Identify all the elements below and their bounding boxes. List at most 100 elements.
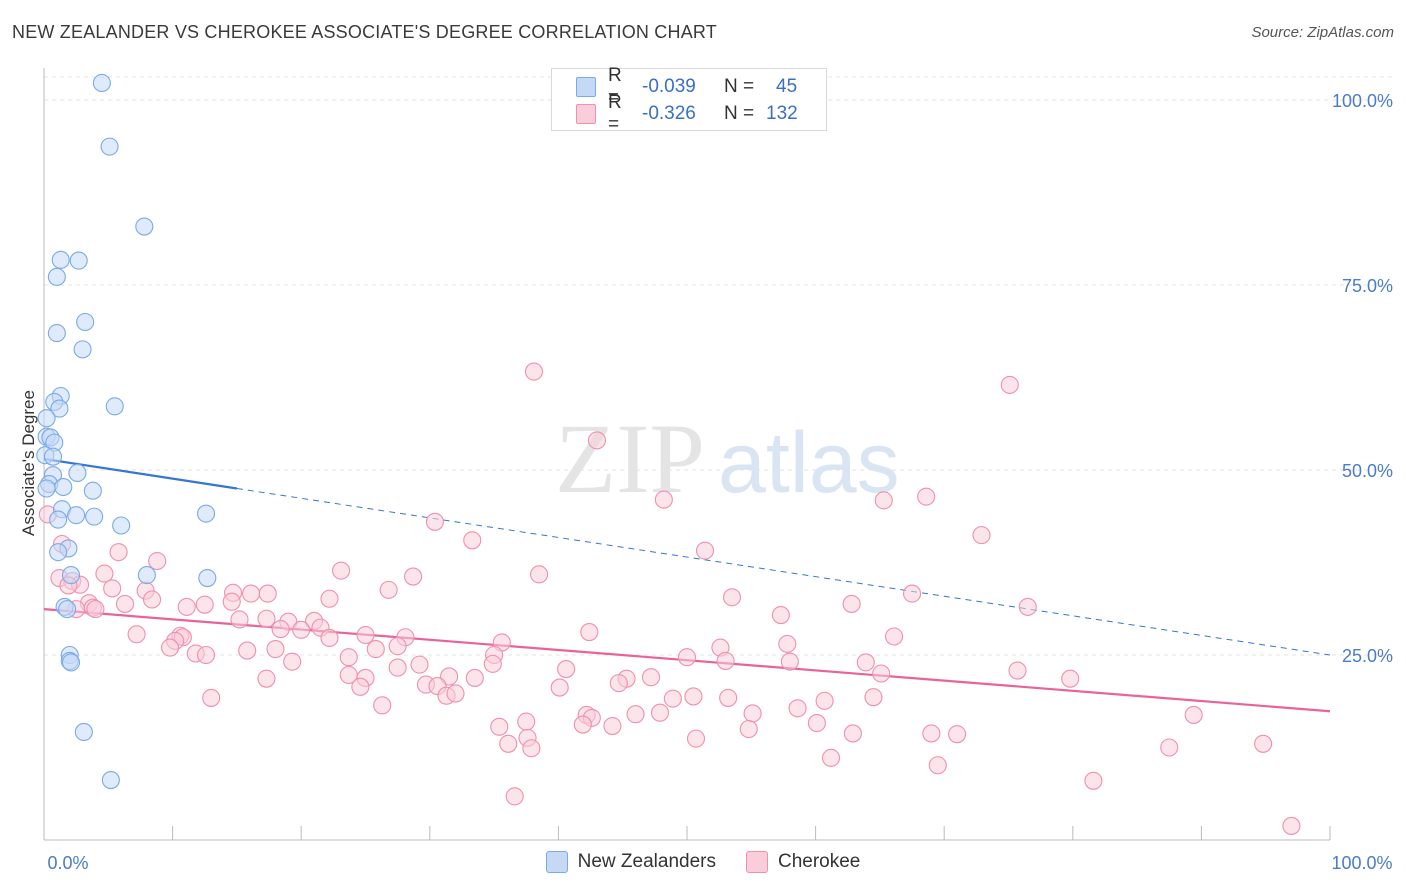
- data-point: [366, 640, 385, 659]
- data-point: [778, 634, 797, 653]
- data-point: [47, 324, 66, 343]
- data-point: [68, 463, 87, 483]
- data-points: [36, 73, 1301, 835]
- data-point: [49, 543, 68, 562]
- data-point: [373, 696, 392, 715]
- data-point: [505, 787, 524, 806]
- data-point: [1008, 661, 1027, 680]
- legend-row-new-zealanders: R = -0.039 N = 45: [576, 65, 798, 108]
- data-point: [874, 491, 893, 510]
- data-point: [522, 739, 541, 758]
- data-point: [388, 637, 407, 656]
- data-point: [499, 734, 518, 753]
- data-point: [115, 594, 135, 613]
- data-point: [47, 267, 66, 286]
- legend-swatch-new-zealanders: [576, 77, 596, 97]
- data-point: [1254, 734, 1273, 753]
- data-point: [843, 724, 862, 743]
- data-point: [160, 638, 180, 657]
- series-legend: New Zealanders Cherokee: [0, 851, 1406, 873]
- data-point: [719, 688, 738, 707]
- y-tick-label: 75.0%: [1342, 276, 1393, 296]
- data-point: [49, 510, 68, 529]
- data-point: [928, 756, 947, 775]
- data-point: [626, 705, 645, 724]
- legend-item-cherokee: Cherokee: [745, 851, 860, 873]
- data-point: [609, 674, 628, 693]
- data-point: [654, 490, 673, 509]
- data-point: [74, 722, 93, 742]
- data-point: [73, 340, 92, 359]
- data-point: [1282, 816, 1301, 835]
- n-value: 45: [776, 76, 798, 97]
- data-point: [650, 703, 670, 722]
- data-point: [856, 653, 875, 672]
- data-point: [356, 625, 375, 645]
- data-point: [686, 729, 706, 748]
- data-point: [490, 717, 509, 736]
- watermark: ZIP atlas: [555, 403, 900, 514]
- data-point: [320, 628, 339, 648]
- data-point: [530, 565, 549, 584]
- data-point: [557, 660, 576, 679]
- legend-swatch: [745, 851, 768, 873]
- legend-row-cherokee: R = -0.326 N = 132: [576, 92, 798, 135]
- y-tick-label: 100.0%: [1332, 91, 1393, 111]
- data-point: [1061, 669, 1080, 688]
- data-point: [603, 716, 622, 736]
- data-point: [339, 648, 358, 667]
- data-point: [257, 609, 276, 628]
- trend-line: [43, 457, 238, 490]
- data-point: [388, 658, 407, 677]
- r-value: -0.039: [642, 76, 696, 97]
- data-point: [61, 653, 81, 672]
- chart-source: Source: ZipAtlas.com: [1251, 24, 1394, 41]
- data-point: [1184, 705, 1203, 724]
- tick-labels: 100.0% 75.0% 50.0% 25.0% 0.0% 100.0%: [47, 91, 1393, 873]
- n-label: N =: [724, 103, 755, 124]
- data-point: [821, 748, 841, 767]
- data-point: [195, 595, 214, 614]
- n-label: N =: [724, 76, 755, 97]
- data-point: [127, 625, 146, 644]
- legend-label: New Zealanders: [577, 851, 716, 872]
- data-point: [196, 504, 216, 523]
- data-point: [320, 589, 339, 608]
- data-point: [332, 561, 351, 580]
- data-point: [463, 531, 482, 550]
- data-point: [54, 477, 73, 497]
- data-point: [842, 594, 861, 613]
- data-point: [257, 669, 276, 688]
- data-point: [148, 551, 167, 571]
- data-point: [677, 648, 697, 667]
- data-point: [404, 567, 423, 586]
- data-point: [37, 479, 56, 498]
- y-tick-label: 25.0%: [1342, 646, 1393, 666]
- data-point: [292, 620, 311, 639]
- data-point: [580, 623, 599, 642]
- data-point: [198, 568, 217, 588]
- data-point: [922, 724, 941, 743]
- data-point: [51, 250, 70, 269]
- data-point: [695, 541, 715, 560]
- data-point: [1018, 597, 1037, 616]
- data-point: [202, 688, 221, 707]
- data-point: [109, 543, 128, 562]
- data-point: [69, 251, 88, 270]
- data-point: [241, 584, 261, 603]
- data-point: [351, 677, 370, 696]
- data-point: [83, 481, 102, 500]
- legend-swatch-cherokee: [576, 104, 596, 124]
- data-point: [587, 431, 607, 450]
- data-point: [517, 712, 536, 731]
- watermark-zip: ZIP: [555, 403, 705, 514]
- data-point: [410, 655, 429, 674]
- data-point: [85, 507, 104, 526]
- data-point: [379, 580, 398, 599]
- r-label: R =: [608, 65, 622, 108]
- data-point: [771, 605, 790, 625]
- data-point: [238, 641, 257, 660]
- stats-legend: R = -0.039 N = 45 R = -0.326 N = 132: [551, 65, 827, 135]
- data-point: [137, 566, 156, 585]
